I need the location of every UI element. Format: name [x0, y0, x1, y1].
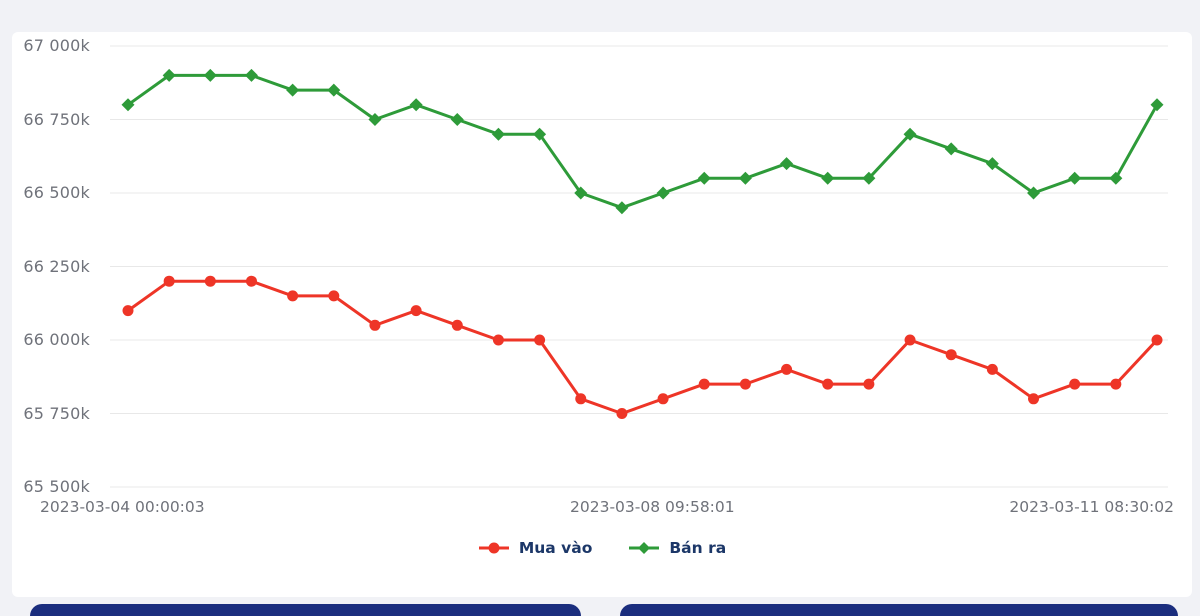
data-point-marker[interactable]	[616, 408, 628, 419]
data-point-marker[interactable]	[822, 378, 834, 390]
data-point-marker[interactable]	[328, 290, 340, 302]
data-point-marker[interactable]	[945, 349, 957, 361]
data-point-marker[interactable]	[286, 83, 300, 97]
y-axis-label: 66 750k	[23, 110, 90, 129]
gold-price-line-chart	[110, 45, 1168, 488]
x-axis-label: 2023-03-04 00:00:03	[40, 498, 205, 516]
data-point-marker[interactable]	[327, 83, 341, 97]
y-axis-label: 66 250k	[23, 257, 90, 276]
y-axis-label: 67 000k	[23, 36, 90, 55]
chart-legend: Mua vào Bán ra	[12, 539, 1192, 557]
data-point-marker[interactable]	[368, 113, 382, 126]
data-point-marker[interactable]	[780, 157, 794, 171]
data-point-marker[interactable]	[204, 275, 216, 287]
data-point-marker[interactable]	[615, 201, 629, 215]
legend-item-mua-vao[interactable]: Mua vào	[478, 539, 593, 557]
red-line-circle-marker-icon	[478, 542, 509, 554]
data-point-marker[interactable]	[904, 334, 916, 346]
data-point-marker[interactable]	[1151, 334, 1163, 346]
data-point-marker[interactable]	[287, 290, 299, 302]
data-point-marker[interactable]	[574, 186, 588, 200]
data-point-marker[interactable]	[409, 98, 423, 112]
y-axis-label: 66 500k	[23, 183, 90, 202]
legend-label: Bán ra	[669, 539, 727, 557]
data-point-marker[interactable]	[203, 68, 217, 82]
data-point-marker[interactable]	[1109, 171, 1123, 185]
data-point-marker[interactable]	[986, 363, 998, 375]
series-line	[126, 73, 1159, 210]
data-point-marker[interactable]	[245, 275, 257, 287]
data-point-marker[interactable]	[1110, 378, 1122, 390]
data-point-marker[interactable]	[862, 171, 876, 185]
data-point-marker[interactable]	[534, 334, 546, 346]
data-point-marker[interactable]	[1150, 98, 1164, 112]
data-point-marker[interactable]	[1027, 186, 1041, 200]
data-point-marker[interactable]	[738, 171, 752, 185]
data-point-marker[interactable]	[697, 171, 711, 185]
data-point-marker[interactable]	[533, 127, 547, 141]
data-point-marker[interactable]	[121, 98, 135, 112]
data-point-marker[interactable]	[821, 171, 835, 185]
data-point-marker[interactable]	[1068, 171, 1082, 185]
data-point-marker[interactable]	[410, 305, 422, 317]
bottom-panel-left[interactable]	[30, 604, 581, 616]
legend-label: Mua vào	[518, 539, 593, 557]
data-point-marker[interactable]	[944, 142, 958, 156]
y-axis-label: 66 000k	[23, 330, 90, 349]
data-point-marker[interactable]	[244, 68, 258, 82]
data-point-marker[interactable]	[369, 319, 381, 331]
data-point-marker[interactable]	[656, 186, 670, 200]
data-point-marker[interactable]	[163, 275, 175, 287]
data-point-marker[interactable]	[575, 393, 587, 405]
legend-item-ban-ra[interactable]: Bán ra	[628, 539, 726, 557]
data-point-marker[interactable]	[739, 378, 751, 390]
data-point-marker[interactable]	[162, 68, 176, 82]
bottom-panel-right[interactable]	[620, 604, 1178, 616]
data-point-marker[interactable]	[122, 305, 134, 317]
data-point-marker[interactable]	[903, 127, 917, 141]
y-axis-label: 65 750k	[23, 404, 90, 423]
x-axis-label: 2023-03-08 09:58:01	[570, 498, 735, 516]
series-line	[126, 279, 1159, 415]
data-point-marker[interactable]	[450, 113, 464, 126]
data-point-marker[interactable]	[657, 393, 669, 405]
data-point-marker[interactable]	[985, 157, 999, 171]
data-point-marker[interactable]	[698, 378, 710, 390]
x-axis-label: 2023-03-11 08:30:02	[1009, 498, 1174, 516]
data-point-marker[interactable]	[451, 319, 463, 331]
y-axis-label: 65 500k	[23, 477, 90, 496]
data-point-marker[interactable]	[863, 378, 875, 390]
price-chart-card: 67 000k 66 750k 66 500k 66 250k 66 000k …	[12, 32, 1192, 597]
data-point-marker[interactable]	[492, 334, 504, 346]
data-point-marker[interactable]	[491, 127, 505, 141]
data-point-marker[interactable]	[1069, 378, 1081, 390]
data-point-marker[interactable]	[1028, 393, 1040, 405]
data-point-marker[interactable]	[781, 363, 793, 375]
green-line-diamond-marker-icon	[629, 542, 660, 554]
